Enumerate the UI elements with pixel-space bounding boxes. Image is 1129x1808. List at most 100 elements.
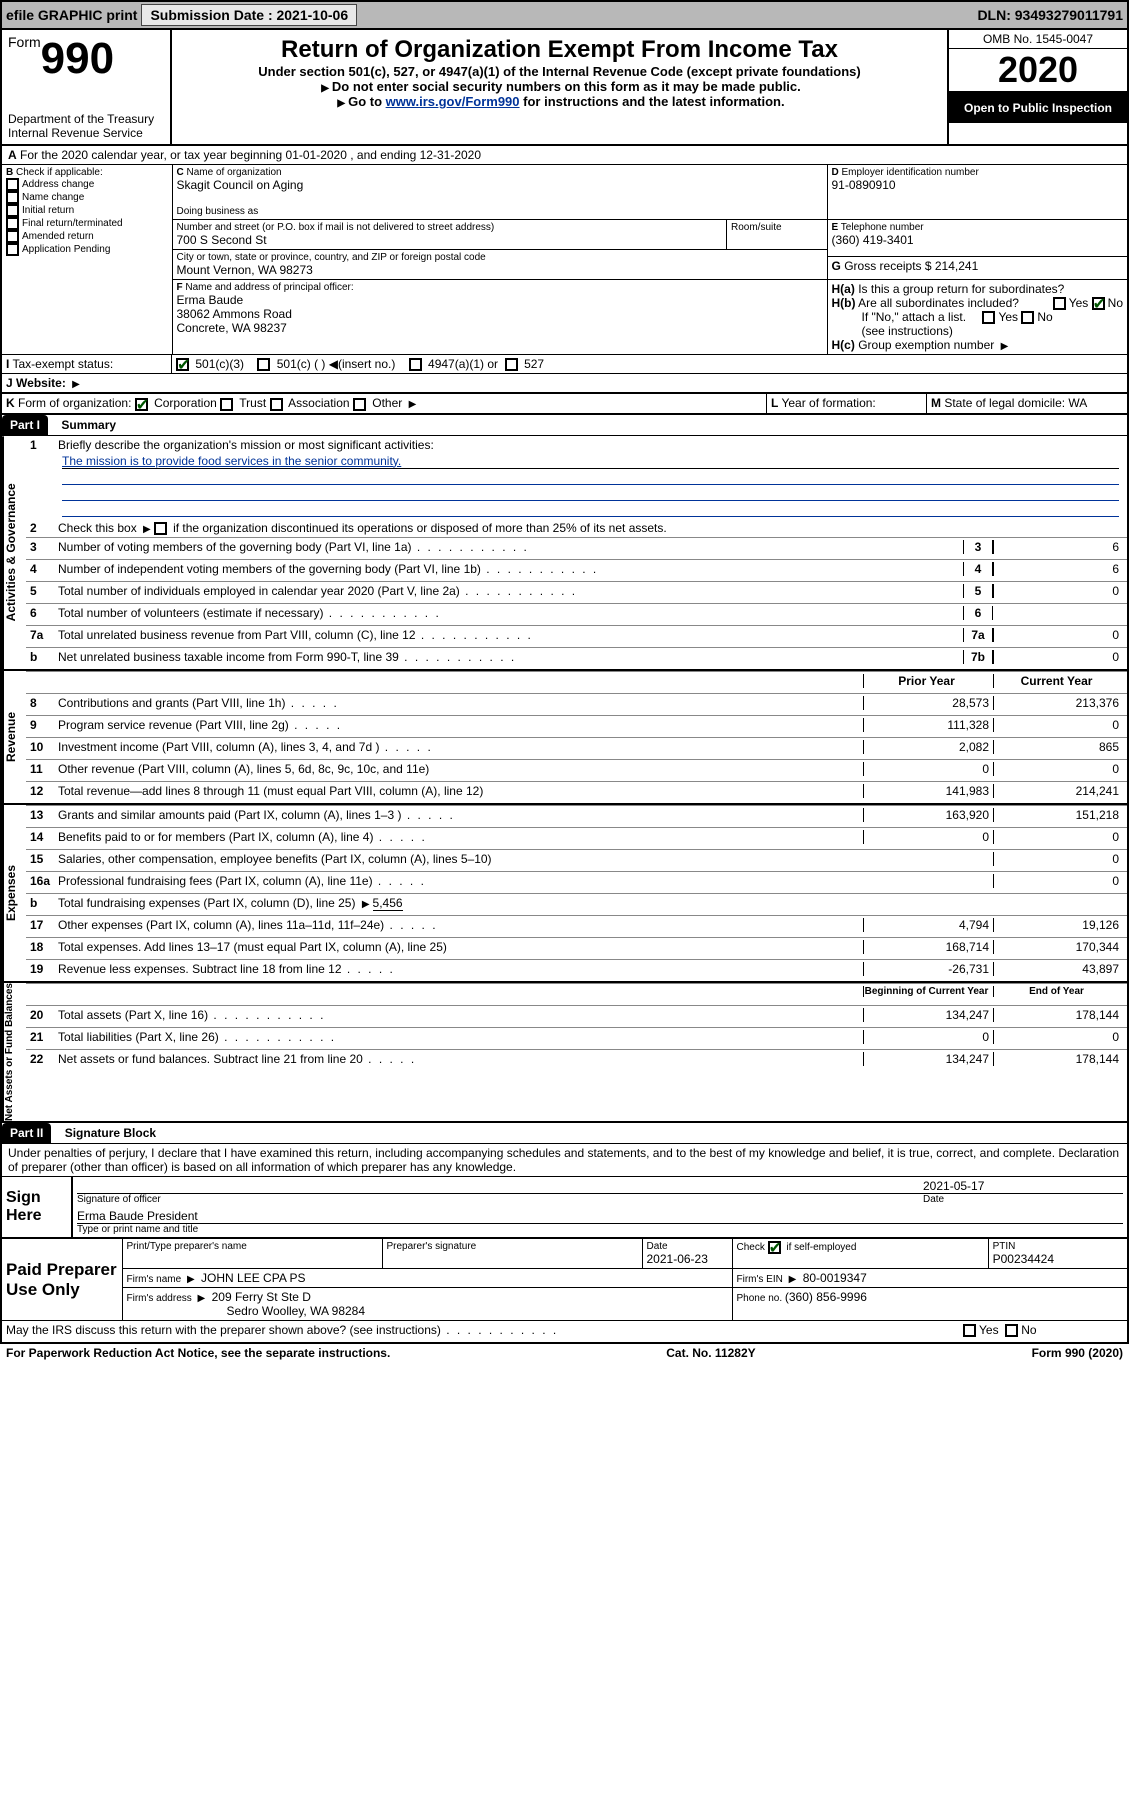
hb-label: Are all subordinates included? [858,296,1019,310]
chk-other[interactable] [353,398,366,411]
p18: 168,714 [863,940,993,954]
prep-name-lbl: Print/Type preparer's name [122,1238,382,1269]
preparer-table: Paid Preparer Use Only Print/Type prepar… [2,1237,1127,1320]
no-lbl: No [1108,296,1123,310]
officer-printed: Erma Baude President [77,1209,1123,1224]
no-lbl: No [1021,1323,1036,1337]
opt-4947: 4947(a)(1) or [428,357,498,371]
firm-addr1: 209 Ferry St Ste D [212,1290,311,1304]
ha-no[interactable] [1092,297,1105,310]
prep-sig-lbl: Preparer's signature [382,1238,642,1269]
part1-header: Part I Summary [2,413,1127,435]
p14: 0 [863,830,993,844]
e20: 178,144 [993,1008,1123,1022]
prior-hdr: Prior Year [863,674,993,688]
l3-val: 6 [993,540,1123,554]
p12: 141,983 [863,784,993,798]
chk-assoc[interactable] [270,398,283,411]
l15: Salaries, other compensation, employee b… [58,852,863,866]
expenses-section: Expenses 13Grants and similar amounts pa… [2,803,1127,981]
header-right: OMB No. 1545-0047 2020 Open to Public In… [947,30,1127,144]
c9: 0 [993,718,1123,732]
l5-val: 0 [993,584,1123,598]
tel-label: Telephone number [841,222,924,233]
exempt-label: Tax-exempt status: [12,357,113,371]
l16b-pre: Total fundraising expenses (Part IX, col… [58,896,359,910]
row-klm: K Form of organization: Corporation Trus… [2,392,1127,412]
goto-pre: Go to [348,94,386,109]
chk-501c[interactable] [257,358,270,371]
blank-line [62,503,1119,517]
checkbox-pending[interactable] [6,243,19,256]
hb-no[interactable] [1021,311,1034,324]
dln-label: DLN: 93493279011791 [977,7,1123,23]
officer-name: Erma Baude [177,293,823,307]
discuss-no[interactable] [1005,1324,1018,1337]
self-check-pre: Check [737,1242,768,1253]
ein-label: Employer identification number [842,167,979,178]
c16a: 0 [993,874,1123,888]
k-label: Form of organization: [18,396,131,410]
yes-lbl: Yes [1069,296,1089,310]
website-label: Website: [16,376,66,390]
type-name-lbl: Type or print name and title [77,1224,1123,1235]
chk-trust[interactable] [220,398,233,411]
l7b-val: 0 [993,650,1123,664]
arrow-icon [195,1290,209,1304]
chk-corp[interactable] [135,398,148,411]
chk-501c3[interactable] [176,358,189,371]
officer-addr2: Concrete, WA 98237 [177,321,823,335]
goto-link[interactable]: www.irs.gov/Form990 [386,94,520,109]
cat: Cat. No. 11282Y [666,1346,755,1360]
part2-header: Part II Signature Block [2,1121,1127,1143]
l13: Grants and similar amounts paid (Part IX… [58,808,863,822]
l16b-val: 5,456 [373,896,403,911]
side-governance: Activities & Governance [2,436,26,669]
c14: 0 [993,830,1123,844]
submission-date-button[interactable]: Submission Date : 2021-10-06 [141,4,357,26]
l9: Program service revenue (Part VIII, line… [58,718,863,732]
tel-value: (360) 419-3401 [832,233,1124,247]
k-assoc: Association [288,396,349,410]
chk-527[interactable] [505,358,518,371]
l7a-desc: Total unrelated business revenue from Pa… [58,628,963,642]
chk-4947[interactable] [409,358,422,371]
city-label: City or town, state or province, country… [177,252,823,263]
discuss-lbl: May the IRS discuss this return with the… [6,1323,963,1337]
mission-text: The mission is to provide food services … [62,454,1119,469]
checkbox-address-change[interactable] [6,178,19,191]
checkbox-initial[interactable] [6,204,19,217]
l7a-val: 0 [993,628,1123,642]
part2-title: Signature Block [55,1126,156,1140]
checkbox-amended[interactable] [6,230,19,243]
b22: 134,247 [863,1052,993,1066]
c19: 43,897 [993,962,1123,976]
arrow-icon [786,1271,800,1285]
omb-label: OMB No. 1545-0047 [949,30,1127,49]
opt-amended: Amended return [22,231,94,242]
blank-line [62,487,1119,501]
date-lbl: Date [923,1194,1123,1205]
discuss-yes[interactable] [963,1324,976,1337]
l5-desc: Total number of individuals employed in … [58,584,963,598]
governance-section: Activities & Governance 1Briefly describ… [2,435,1127,669]
l17: Other expenses (Part IX, column (A), lin… [58,918,863,932]
firm-ein-lbl: Firm's EIN [737,1274,786,1285]
l21: Total liabilities (Part X, line 26) [58,1030,863,1044]
form-year: (2020) [1085,1346,1123,1360]
paid-preparer: Paid Preparer Use Only [2,1238,122,1320]
ha-yes[interactable] [1053,297,1066,310]
k-corp: Corporation [154,396,217,410]
phone-lbl: Phone no. [737,1293,785,1304]
chk-discontinued[interactable] [154,522,167,535]
hb-yes[interactable] [982,311,995,324]
arrow-icon [184,1271,198,1285]
checkbox-final[interactable] [6,217,19,230]
prep-date: 2021-06-23 [647,1252,728,1266]
curr-hdr: Current Year [993,674,1123,688]
firm-addr-lbl: Firm's address [127,1293,195,1304]
gross-receipts: Gross receipts $ 214,241 [844,259,978,273]
checkbox-name-change[interactable] [6,191,19,204]
chk-self[interactable] [768,1241,781,1254]
form-word: Form [1032,1346,1065,1360]
